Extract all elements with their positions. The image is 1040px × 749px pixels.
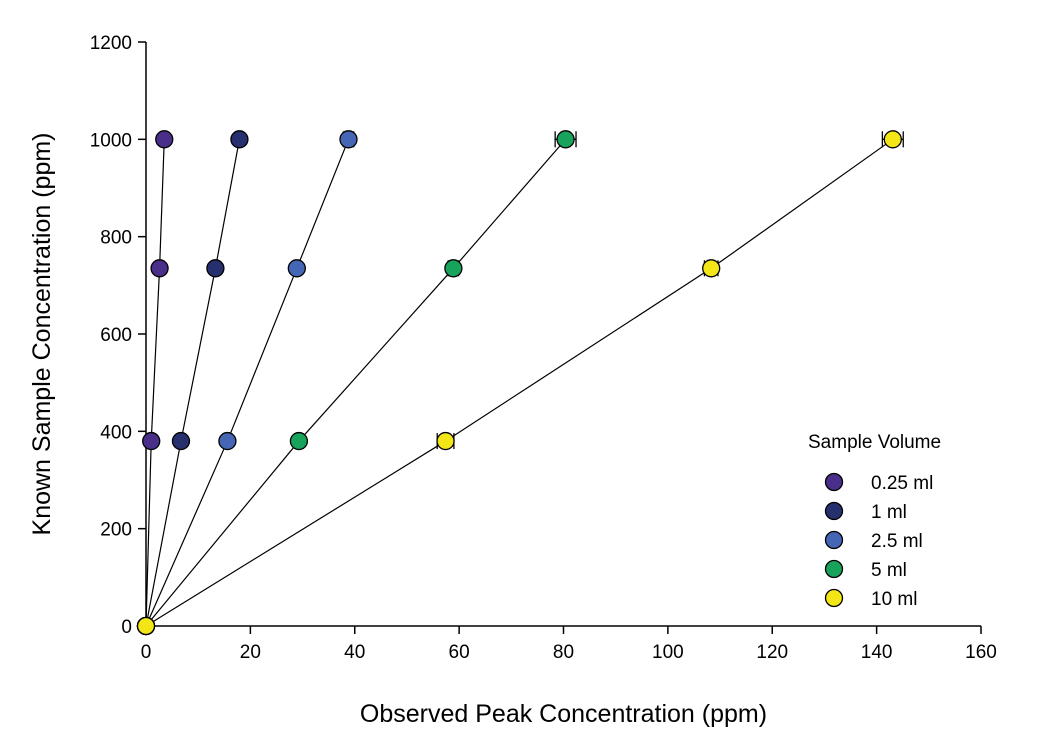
error-bars — [236, 131, 904, 450]
data-point — [289, 431, 309, 451]
legend-marker-2 — [824, 530, 844, 550]
x-tick-label: 160 — [965, 642, 997, 663]
x-tick-label: 80 — [553, 642, 574, 663]
x-tick-label: 60 — [449, 642, 470, 663]
data-point — [287, 259, 306, 278]
legend: Sample Volume 0.25 ml 1 ml 2.5 ml 5 ml 10 ml — [808, 432, 941, 610]
data-point — [444, 259, 463, 278]
legend-label-1: 1 ml — [871, 502, 907, 523]
data-point — [702, 259, 721, 278]
x-tick-label: 100 — [652, 642, 684, 663]
series-line-2 — [145, 139, 350, 627]
y-tick-label: 800 — [100, 228, 132, 249]
data-point — [171, 431, 191, 451]
x-tick-label: 20 — [240, 642, 261, 663]
x-tick-label: 120 — [756, 642, 788, 663]
y-tick-label: 1000 — [90, 130, 132, 151]
x-tick-label: 40 — [344, 642, 365, 663]
data-point — [218, 431, 237, 451]
legend-label-4: 10 ml — [871, 589, 917, 610]
series-line-4 — [145, 138, 894, 627]
legend-marker-3 — [824, 559, 844, 579]
y-tick-label: 0 — [121, 617, 132, 638]
legend-label-0: 0.25 ml — [871, 473, 933, 494]
x-axis-title: Observed Peak Concentration (ppm) — [360, 700, 767, 728]
legend-marker-0 — [824, 472, 844, 492]
data-point — [206, 259, 225, 278]
legend-marker-4 — [824, 588, 844, 608]
data-point — [230, 130, 249, 149]
data-point — [556, 130, 575, 149]
data-point — [136, 616, 156, 636]
y-tick-label: 200 — [100, 520, 132, 541]
legend-label-2: 2.5 ml — [871, 531, 923, 552]
data-point — [155, 130, 174, 149]
y-tick-label: 400 — [100, 422, 132, 443]
data-point — [883, 130, 902, 149]
data-point — [436, 431, 455, 451]
y-tick-label: 600 — [100, 325, 132, 346]
legend-marker-1 — [824, 501, 844, 521]
series-lines — [145, 138, 894, 627]
x-tick-label: 140 — [861, 642, 893, 663]
y-axis-title: Known Sample Concentration (ppm) — [28, 133, 56, 536]
x-tick-label: 0 — [141, 642, 152, 663]
axes: 0 20 40 60 80 100 120 140 160 0 200 400 600 800 1000 12… — [90, 33, 997, 663]
legend-label-3: 5 ml — [871, 560, 907, 581]
data-points — [136, 130, 902, 636]
series-line-1 — [145, 139, 241, 627]
series-line-3 — [145, 138, 567, 627]
series-line-0 — [145, 139, 165, 627]
legend-title: Sample Volume — [808, 432, 941, 453]
data-point — [150, 259, 169, 278]
data-point — [339, 130, 358, 149]
data-point — [142, 431, 161, 451]
y-tick-label: 1200 — [90, 33, 132, 54]
